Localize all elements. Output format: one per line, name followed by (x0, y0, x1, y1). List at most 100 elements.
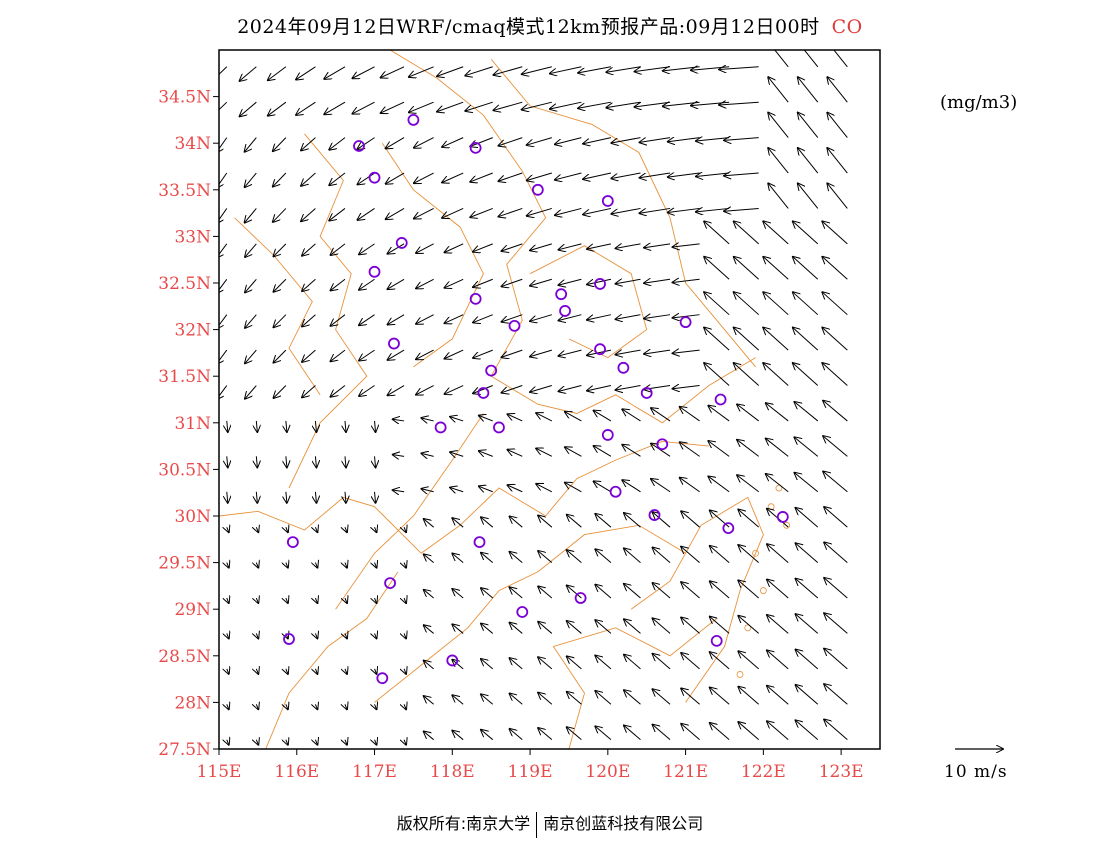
wind-arrow (452, 554, 464, 563)
wind-arrow (424, 519, 434, 528)
wind-arrow (624, 619, 641, 634)
station-marker (555, 288, 568, 301)
wind-arrow (481, 730, 494, 741)
wind-arrow (668, 138, 700, 142)
wind-arrow (227, 669, 229, 674)
wind-arrow (824, 542, 848, 563)
wind-arrow (227, 456, 228, 467)
station-marker (722, 522, 735, 535)
wind-arrow (302, 278, 316, 291)
wind-arrow (508, 450, 523, 457)
wind-arrow (798, 183, 819, 209)
province-boundaries (219, 50, 791, 749)
wind-arrow (329, 172, 346, 185)
wind-arrow (345, 598, 347, 603)
wind-arrow (766, 403, 789, 422)
station-marker (594, 343, 606, 356)
wind-arrow (559, 314, 582, 321)
wind-arrow (502, 278, 523, 286)
wind-arrow (538, 728, 553, 741)
y-tick-label: 31N (174, 414, 211, 434)
wind-arrow (651, 479, 671, 493)
wind-arrow (386, 137, 405, 149)
wind-arrow (565, 447, 582, 457)
station-marker (407, 114, 420, 126)
wind-arrow (424, 625, 434, 634)
wind-arrow (345, 527, 347, 532)
y-tick-label: 32.5N (158, 274, 211, 294)
station-marker (679, 316, 692, 329)
wind-arrow (738, 616, 760, 634)
wind-arrow (824, 649, 848, 670)
wind-arrow (708, 441, 730, 457)
wind-arrow (273, 172, 287, 186)
wind-arrow (375, 527, 377, 532)
wind-arrow (274, 314, 287, 327)
wind-arrow (594, 481, 612, 493)
wind-arrow (502, 314, 523, 322)
copyright-left: 版权所有:南京大学 (396, 814, 531, 833)
wind-arrow (470, 172, 493, 182)
wind-arrow (286, 598, 288, 603)
wind-arrow (767, 580, 789, 599)
wind-arrow (763, 328, 789, 351)
wind-arrow (611, 207, 641, 213)
wind-arrow (696, 208, 730, 211)
wind-arrow (653, 654, 671, 670)
wind-arrow (827, 148, 848, 174)
boundary-line (529, 245, 648, 359)
wind-arrow (315, 740, 317, 745)
wind-arrow (416, 349, 434, 359)
station-marker (574, 592, 587, 604)
wind-arrow (622, 480, 641, 493)
y-tick-label: 29.5N (158, 554, 211, 574)
wind-arrow (494, 66, 523, 75)
wind-arrow (386, 208, 405, 219)
station-marker (286, 536, 299, 548)
y-tick-label: 28N (174, 693, 211, 713)
wind-arrow (766, 474, 789, 493)
wind-arrow (567, 621, 582, 634)
wind-arrow (388, 349, 405, 360)
wind-arrow (640, 207, 671, 213)
wind-arrow (587, 243, 612, 249)
island-outline (752, 549, 759, 557)
wind-arrow (738, 510, 760, 528)
wind-arrow (331, 314, 346, 326)
station-marker (493, 421, 505, 434)
wind-arrow (680, 407, 700, 422)
wind-arrow (624, 725, 641, 741)
y-tick-label: 30.5N (158, 460, 211, 480)
station-marker (473, 536, 486, 548)
wind-arrow (673, 279, 700, 282)
wind-arrow (324, 101, 346, 114)
wind-arrow (794, 473, 819, 493)
wind-arrow (681, 547, 700, 563)
wind-arrow (331, 278, 346, 290)
wind-arrow (640, 172, 671, 178)
wind-arrow (481, 588, 494, 599)
wind-arrow (708, 406, 730, 422)
wind-arrow (594, 446, 612, 457)
wind-arrow (245, 278, 257, 292)
wind-arrow (452, 589, 464, 599)
wind-arrow (616, 386, 641, 391)
wind-arrow (796, 720, 819, 741)
wind-arrow (833, 50, 848, 68)
x-tick-label: 121E (663, 762, 708, 782)
wind-arrow (653, 618, 671, 634)
wind-arrow (624, 584, 641, 599)
wind-arrow (393, 455, 405, 457)
wind-arrow (793, 257, 819, 280)
x-tick-label: 116E (274, 762, 319, 782)
wind-arrow (527, 207, 552, 215)
wind-arrow (227, 527, 229, 532)
wind-arrow (622, 445, 641, 457)
station-marker (776, 511, 789, 523)
wind-arrow (375, 456, 376, 467)
wind-arrow (286, 491, 287, 503)
wind-arrow (567, 515, 582, 528)
wind-arrow (710, 581, 730, 599)
wind-arrow (414, 137, 434, 148)
wind-arrow (793, 363, 819, 386)
